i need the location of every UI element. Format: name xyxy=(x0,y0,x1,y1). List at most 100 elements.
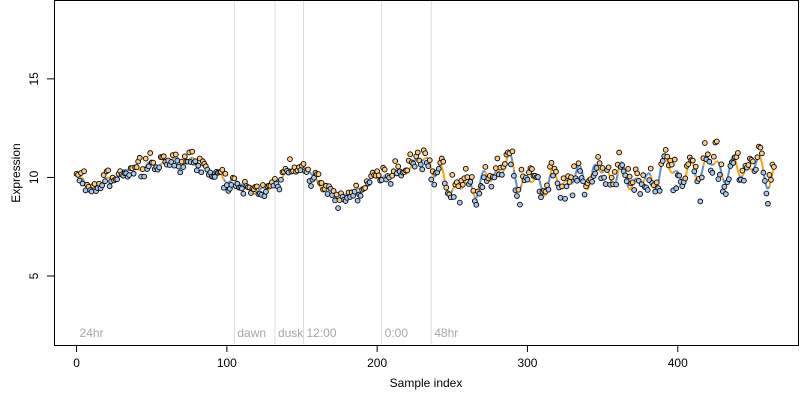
data-point xyxy=(145,163,152,170)
data-point xyxy=(435,165,442,172)
data-point xyxy=(443,184,450,191)
data-point xyxy=(324,191,331,197)
data-point xyxy=(560,175,567,182)
fit-segment xyxy=(257,188,261,191)
data-point xyxy=(726,176,732,183)
fit-segment xyxy=(259,187,263,190)
data-point xyxy=(431,181,438,188)
data-point xyxy=(745,162,752,168)
fit-segment xyxy=(423,157,426,161)
fit-segment xyxy=(310,173,314,176)
fit-segment xyxy=(629,187,632,191)
data-point xyxy=(691,168,698,175)
data-point xyxy=(174,157,181,164)
data-point xyxy=(353,182,359,189)
data-point xyxy=(222,170,229,177)
data-point xyxy=(701,140,708,146)
data-point xyxy=(404,167,411,174)
fit-segment xyxy=(767,185,771,190)
data-point xyxy=(422,150,429,157)
data-point xyxy=(102,178,108,185)
data-point xyxy=(625,165,632,172)
data-point xyxy=(730,160,737,166)
fit-segment xyxy=(223,178,227,183)
fit-segment xyxy=(716,160,719,163)
data-point xyxy=(211,173,218,180)
data-point xyxy=(623,178,630,185)
data-point xyxy=(629,179,636,186)
fit-segment xyxy=(672,170,676,174)
fit-segment xyxy=(658,165,663,176)
data-point xyxy=(287,156,293,162)
fit-segment xyxy=(433,175,437,179)
data-points xyxy=(73,138,777,211)
data-point xyxy=(479,184,486,191)
data-point xyxy=(482,164,489,170)
data-point xyxy=(231,175,238,182)
data-point xyxy=(189,148,196,155)
data-point xyxy=(721,183,728,190)
data-point xyxy=(168,159,175,165)
data-point xyxy=(440,158,447,165)
data-point xyxy=(762,178,768,184)
data-point xyxy=(601,174,607,181)
data-point xyxy=(491,174,498,181)
fit-segment xyxy=(472,193,476,199)
data-point xyxy=(150,159,157,166)
data-point xyxy=(354,197,361,204)
data-point xyxy=(81,168,87,175)
fit-segment xyxy=(172,156,175,160)
data-point xyxy=(524,176,531,183)
fit-segment xyxy=(669,170,673,174)
data-point xyxy=(644,187,651,193)
data-point xyxy=(239,185,245,192)
data-point xyxy=(366,179,373,186)
data-point xyxy=(136,154,143,161)
data-point xyxy=(611,169,618,175)
data-point xyxy=(411,163,418,170)
fit-segment xyxy=(493,170,497,175)
data-point xyxy=(357,192,364,199)
data-point xyxy=(407,151,414,158)
data-point xyxy=(548,159,555,166)
data-point xyxy=(589,178,595,185)
data-point xyxy=(114,176,120,183)
data-point xyxy=(181,153,188,160)
data-point xyxy=(616,149,622,156)
data-point xyxy=(765,200,771,207)
fit-segment xyxy=(451,186,455,191)
data-point xyxy=(771,164,777,170)
fit-segment xyxy=(735,163,739,171)
data-point xyxy=(571,163,577,170)
data-point xyxy=(499,171,505,178)
data-point xyxy=(473,201,480,208)
data-point xyxy=(318,180,325,186)
data-point xyxy=(100,172,107,178)
fit-segment xyxy=(574,168,579,175)
data-point xyxy=(502,161,508,167)
data-point xyxy=(493,165,499,171)
data-point xyxy=(515,186,522,193)
data-point xyxy=(659,158,666,164)
fit-segment xyxy=(514,178,518,187)
data-point xyxy=(592,170,598,177)
y-tick-label: 5 xyxy=(27,272,41,279)
data-point xyxy=(640,172,647,179)
data-point xyxy=(557,194,564,201)
data-point xyxy=(741,177,747,184)
data-point xyxy=(689,157,696,164)
data-point xyxy=(605,164,612,171)
data-point xyxy=(426,157,433,164)
fit-segment xyxy=(188,157,192,161)
data-point xyxy=(763,190,770,197)
phase-label: 12:00 xyxy=(307,326,337,340)
data-point xyxy=(195,162,202,169)
fit-segment xyxy=(615,174,619,182)
data-point xyxy=(180,164,187,170)
data-point xyxy=(647,165,654,172)
data-point xyxy=(171,162,178,169)
data-point xyxy=(254,183,260,190)
data-point xyxy=(671,156,678,163)
data-point xyxy=(566,179,573,185)
